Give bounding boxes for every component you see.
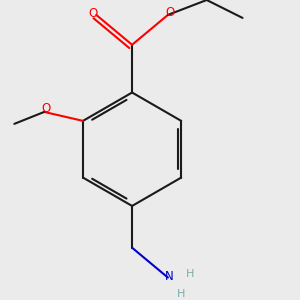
Text: O: O	[41, 102, 50, 116]
Text: O: O	[89, 7, 98, 20]
Text: H: H	[186, 269, 194, 279]
Text: H: H	[177, 289, 185, 299]
Text: N: N	[165, 270, 174, 283]
Text: O: O	[166, 6, 175, 19]
